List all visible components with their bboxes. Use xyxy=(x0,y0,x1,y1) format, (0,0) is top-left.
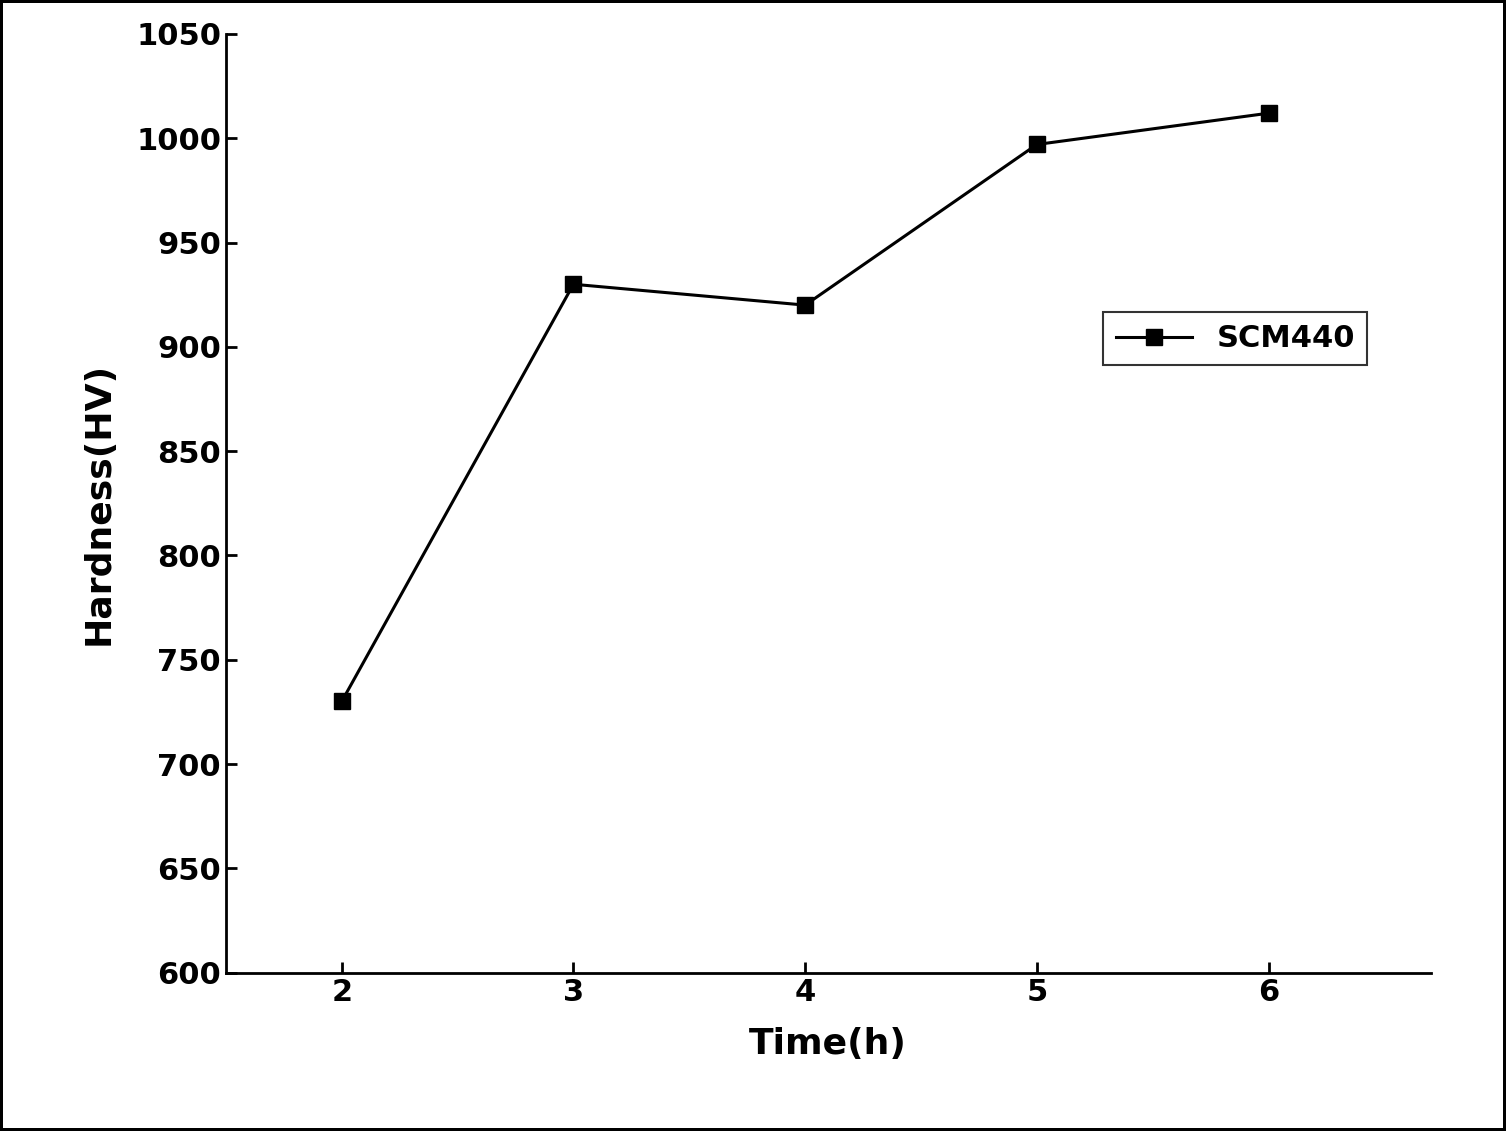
Y-axis label: Hardness(HV): Hardness(HV) xyxy=(81,362,114,645)
SCM440 xyxy=(1027,138,1045,152)
SCM440 xyxy=(565,277,583,291)
Line: SCM440: SCM440 xyxy=(334,105,1276,709)
Legend: SCM440: SCM440 xyxy=(1104,312,1367,365)
SCM440 xyxy=(797,299,815,312)
SCM440 xyxy=(333,694,351,708)
SCM440 xyxy=(1259,106,1277,120)
X-axis label: Time(h): Time(h) xyxy=(750,1027,907,1061)
